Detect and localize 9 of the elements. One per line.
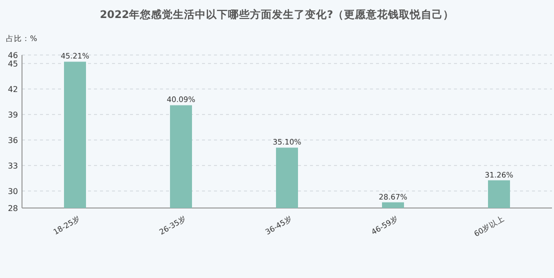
y-tick-label: 39 <box>8 110 18 120</box>
y-tick-label: 46 <box>8 51 18 60</box>
y-tick-label: 45 <box>8 60 18 68</box>
y-tick-label: 33 <box>8 162 18 170</box>
y-tick-label: 36 <box>8 136 18 145</box>
y-tick-label: 42 <box>8 85 18 94</box>
chart-title: 2022年您感觉生活中以下哪些方面发生了变化?（更愿意花钱取悦自己） <box>100 8 454 21</box>
y-tick-label: 30 <box>8 187 18 196</box>
y-tick-label: 28 <box>8 204 18 213</box>
